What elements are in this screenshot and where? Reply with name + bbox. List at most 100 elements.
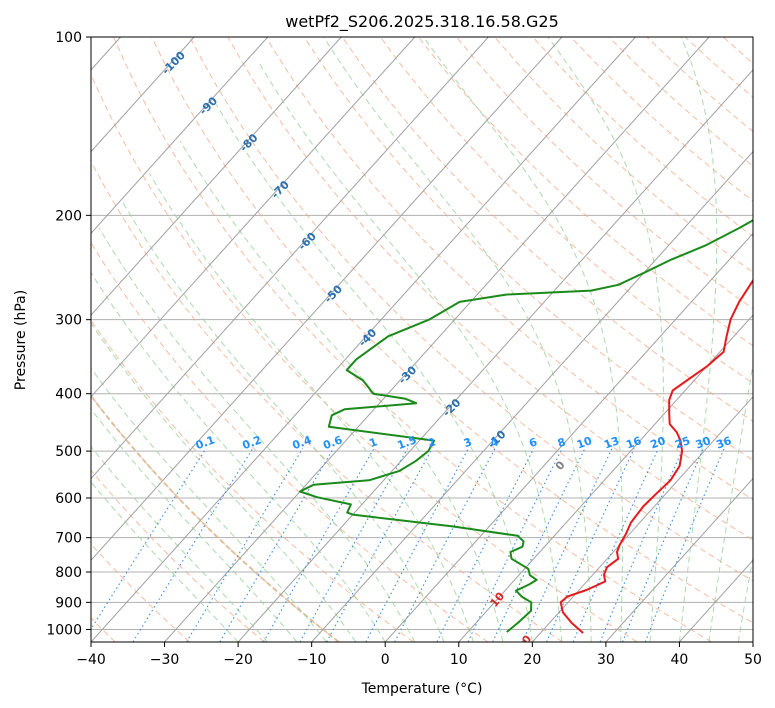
isotherm-line: [91, 37, 563, 562]
y-tick-label: 600: [55, 491, 82, 507]
mixing-ratio-line: [436, 448, 535, 642]
mixing-ratio-line: [91, 448, 207, 630]
plot-frame: [90, 36, 754, 643]
dry-adiabat: [456, 37, 753, 310]
dry-adiabat: [91, 160, 563, 642]
x-tick-label: −20: [223, 652, 253, 668]
x-tick-label: 20: [523, 652, 541, 668]
moist-adiabat: [737, 554, 753, 642]
y-tick-label: 100: [55, 30, 82, 46]
mixing-ratio-label: 25: [673, 434, 692, 451]
mixing-ratio-label: 0.4: [291, 433, 314, 452]
x-tick-label: 40: [671, 652, 689, 668]
mixing-ratio-lines: [91, 448, 725, 642]
dry-adiabat: [91, 395, 340, 642]
dry-adiabat: [265, 37, 753, 501]
chart-title: wetPf2_S206.2025.318.16.58.G25: [285, 12, 559, 32]
dry-adiabat: [91, 469, 265, 642]
moist-adiabat: [179, 141, 504, 642]
mixing-ratio-line: [599, 448, 684, 642]
isotherm-line: [384, 232, 753, 642]
x-tick-label: 0: [381, 652, 390, 668]
isotherm-line: [91, 37, 195, 153]
isotherm-line: [237, 69, 753, 642]
isotherm-line: [91, 37, 269, 235]
isotherm-line: [91, 37, 342, 316]
moist-adiabat: [678, 37, 718, 642]
moist-adiabat: [323, 37, 592, 642]
moist-adiabat: [122, 201, 445, 642]
mixing-ratio-label: 3: [462, 435, 474, 450]
mixing-ratio-label: 36: [714, 434, 733, 452]
mixing-ratio-line: [263, 448, 375, 642]
mixing-ratio-line: [572, 448, 659, 642]
y-axis-label: Pressure (hPa): [13, 290, 29, 390]
mixing-ratio-line: [219, 448, 334, 642]
x-tick-label: −30: [150, 652, 180, 668]
mixing-ratio-label: 0.6: [321, 433, 344, 452]
y-tick-label: 400: [55, 387, 82, 403]
y-tick-label: 200: [55, 208, 82, 224]
moist-adiabat: [257, 61, 563, 642]
y-tick-label: 1000: [46, 622, 82, 638]
mixing-ratio-label: 20: [649, 434, 668, 452]
moist-adiabat: [98, 227, 416, 642]
dry-adiabat: [91, 241, 489, 642]
temperature-profile-line: [559, 278, 753, 634]
mixing-ratio-label: 4: [489, 435, 501, 450]
mixing-ratio-line: [546, 448, 635, 642]
isotherm-line: [91, 37, 416, 398]
moist-adiabat-label: 20: [514, 632, 534, 652]
mixing-ratio-label: 13: [602, 434, 621, 451]
moist-adiabat: [91, 271, 386, 642]
x-axis-label: Temperature (°C): [361, 681, 483, 697]
isotherm-line: [311, 150, 753, 642]
isotherm-line: [605, 477, 753, 642]
mixing-ratio-label: 0.1: [194, 433, 217, 452]
isotherm-line: [458, 314, 753, 642]
dry-adiabat: [91, 394, 340, 642]
y-tick-label: 800: [55, 565, 82, 581]
mixing-ratio-label: 8: [556, 435, 568, 450]
y-tick-label: 500: [55, 444, 82, 460]
x-tick-label: 30: [597, 652, 615, 668]
mixing-ratio-label: 16: [624, 434, 643, 452]
moist-adiabat: [423, 37, 623, 642]
dry-adiabat: [91, 543, 191, 642]
mixing-ratio-label: 30: [694, 434, 713, 452]
moist-adiabats: [91, 37, 753, 642]
dry-adiabat: [151, 37, 753, 624]
mixing-ratio-line: [186, 448, 304, 642]
mixing-ratio-label: 0.2: [241, 433, 264, 452]
isotherms: [91, 37, 753, 642]
moist-adiabat: [215, 104, 533, 642]
dry-adiabat: [189, 37, 753, 582]
y-axis-ticks: 100 200 300 400 500 600 700 800 900 1000: [46, 30, 91, 638]
moist-adiabat: [708, 361, 753, 642]
mixing-ratio-label: 1: [367, 435, 379, 450]
y-tick-label: 300: [55, 313, 82, 329]
sounding-series: [299, 219, 753, 634]
mixing-ratio-label: 10: [575, 434, 594, 452]
moist-adiabat: [547, 37, 664, 642]
isotherm-line: [91, 37, 489, 480]
mixing-ratio-line: [299, 448, 409, 642]
plot-area: -100-90-80-70-60-50-40-30-20-100.1 0.2 0.4…: [91, 37, 753, 652]
mixing-ratio-label: 2: [426, 435, 438, 450]
moist-adiabat: [91, 367, 327, 642]
moist-adiabat: [91, 481, 239, 642]
mixing-ratio-label: 6: [527, 435, 539, 450]
mixing-ratio-line: [521, 448, 613, 642]
mixing-ratio-label: 1.5: [396, 433, 419, 452]
x-tick-label: 50: [744, 652, 762, 668]
x-tick-label: 10: [450, 652, 468, 668]
moist-adiabat: [149, 173, 474, 642]
x-axis-ticks: −40 −30 −20 −10 0 10 20 30 40 50: [76, 642, 762, 668]
x-tick-label: −10: [297, 652, 327, 668]
isotherm-line: [91, 37, 636, 642]
y-tick-label: 900: [55, 595, 82, 611]
x-tick-label: −40: [76, 652, 106, 668]
y-tick-label: 700: [55, 531, 82, 547]
